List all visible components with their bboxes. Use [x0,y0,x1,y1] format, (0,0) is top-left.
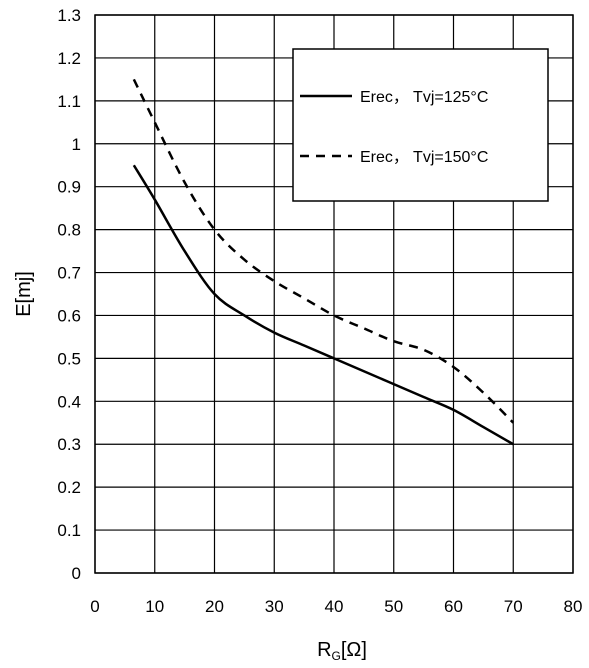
y-tick-label: 0.2 [57,478,81,497]
series-line-2-dashed [132,78,515,424]
x-axis-title-unit: [Ω] [341,639,367,661]
y-tick-label: 0.1 [57,521,81,540]
y-tick-label: 1.2 [57,49,81,68]
y-tick-label: 0.9 [57,178,81,197]
y-axis-ticks: 0 0.1 0.2 0.3 0.4 0.5 0.6 0.7 0.8 0.9 1 1.1 1.2 1.3 [57,6,81,583]
x-tick-label: 70 [504,597,523,616]
x-tick-label: 0 [90,597,99,616]
y-tick-label: 0 [72,564,81,583]
y-tick-label: 0.5 [57,349,81,368]
series-line-1-solid [132,164,514,446]
x-axis-title: RG[Ω] [317,639,367,663]
y-axis-title: E[mj] [13,271,35,317]
x-axis-title-subscript: G [332,649,341,663]
y-tick-label: 0.8 [57,221,81,240]
x-tick-label: 60 [444,597,463,616]
x-tick-label: 50 [384,597,403,616]
legend-label-series-2: Erec， Tvj=150°C [360,149,488,166]
y-tick-label: 0.4 [57,392,81,411]
series-group [132,78,515,446]
x-tick-label: 80 [564,597,583,616]
legend-label-series-1: Erec， Tvj=125°C [360,89,488,106]
y-tick-label: 0.6 [57,306,81,325]
legend-box [292,48,549,202]
x-tick-label: 30 [265,597,284,616]
x-axis-ticks: 0 10 20 30 40 50 60 70 80 [90,597,582,616]
x-tick-label: 20 [205,597,224,616]
x-axis-title-main: R [317,639,331,661]
y-tick-label: 1 [72,135,81,154]
x-tick-label: 10 [145,597,164,616]
legend: Erec， Tvj=125°C Erec， Tvj=150°C [292,48,549,202]
y-tick-label: 0.7 [57,264,81,283]
y-tick-label: 1.3 [57,6,81,25]
y-tick-label: 0.3 [57,435,81,454]
plot-area-border [94,14,574,574]
y-tick-label: 1.1 [57,92,81,111]
x-tick-label: 40 [325,597,344,616]
